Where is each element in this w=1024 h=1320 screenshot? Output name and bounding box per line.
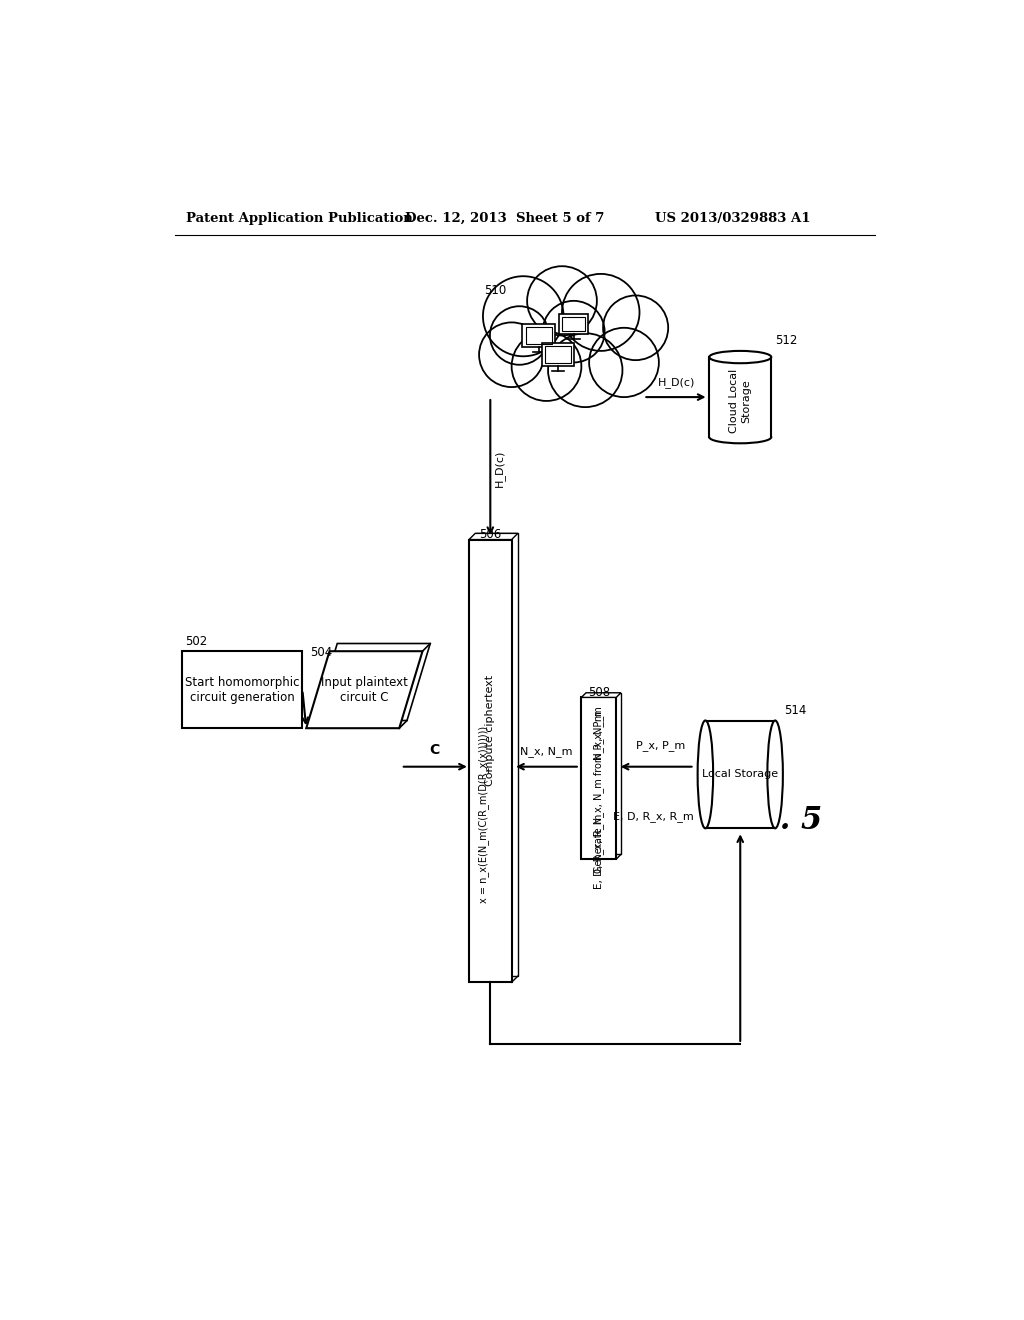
Text: E, D, R_x, R_m: E, D, R_x, R_m bbox=[613, 812, 693, 822]
Text: Start homomorphic
circuit generation: Start homomorphic circuit generation bbox=[185, 676, 300, 704]
Bar bbox=[542, 343, 574, 367]
Text: Dec. 12, 2013  Sheet 5 of 7: Dec. 12, 2013 Sheet 5 of 7 bbox=[406, 213, 605, 224]
Text: Compute ciphertext: Compute ciphertext bbox=[485, 675, 496, 785]
Text: 512: 512 bbox=[775, 334, 798, 347]
Text: C: C bbox=[429, 743, 439, 758]
Bar bbox=[522, 323, 555, 347]
Text: Cloud Local
Storage: Cloud Local Storage bbox=[729, 368, 751, 433]
Ellipse shape bbox=[710, 432, 771, 444]
Polygon shape bbox=[314, 644, 430, 721]
Bar bbox=[582, 697, 616, 859]
Text: 514: 514 bbox=[784, 704, 807, 717]
Bar bbox=[525, 327, 552, 345]
Circle shape bbox=[489, 306, 549, 364]
Ellipse shape bbox=[710, 351, 771, 363]
Bar bbox=[475, 533, 518, 977]
Bar bbox=[545, 346, 571, 363]
Circle shape bbox=[527, 267, 597, 335]
Text: H_D(c): H_D(c) bbox=[495, 450, 505, 487]
Text: P_x, P_m: P_x, P_m bbox=[636, 741, 685, 751]
Ellipse shape bbox=[767, 721, 783, 829]
Circle shape bbox=[512, 331, 582, 401]
Bar bbox=[586, 693, 621, 854]
Text: 502: 502 bbox=[185, 635, 208, 648]
Bar bbox=[469, 540, 512, 982]
Polygon shape bbox=[306, 651, 423, 729]
Text: N_x, N_m: N_x, N_m bbox=[593, 711, 604, 760]
Ellipse shape bbox=[697, 721, 713, 829]
Bar bbox=[710, 358, 771, 437]
Text: Patent Application Publication: Patent Application Publication bbox=[186, 213, 413, 224]
Circle shape bbox=[589, 327, 658, 397]
Text: 508: 508 bbox=[588, 686, 610, 698]
Text: FIG. 5: FIG. 5 bbox=[720, 805, 823, 836]
Circle shape bbox=[479, 322, 544, 387]
Text: N_x, N_m: N_x, N_m bbox=[520, 747, 572, 758]
Polygon shape bbox=[582, 693, 621, 697]
Text: Local Storage: Local Storage bbox=[702, 770, 778, 779]
Text: US 2013/0329883 A1: US 2013/0329883 A1 bbox=[655, 213, 811, 224]
Circle shape bbox=[483, 276, 563, 356]
Bar bbox=[706, 721, 775, 829]
Circle shape bbox=[562, 275, 640, 351]
Circle shape bbox=[603, 296, 669, 360]
Text: 510: 510 bbox=[484, 284, 507, 297]
Text: E, D, R_x, R_m: E, D, R_x, R_m bbox=[593, 813, 604, 890]
Circle shape bbox=[543, 301, 604, 363]
Bar bbox=[559, 314, 589, 334]
Text: 504: 504 bbox=[310, 645, 333, 659]
Bar bbox=[182, 651, 302, 729]
Text: 506: 506 bbox=[479, 528, 502, 541]
Bar bbox=[562, 317, 586, 331]
Text: H_D(c): H_D(c) bbox=[657, 378, 695, 388]
Polygon shape bbox=[469, 533, 518, 540]
Circle shape bbox=[548, 333, 623, 407]
Text: x = n_x(E(N_m(C(R_m(D(R_x(x))))))): x = n_x(E(N_m(C(R_m(D(R_x(x))))))) bbox=[478, 726, 488, 903]
Text: Generate N_x, N_m from P_x, P_m: Generate N_x, N_m from P_x, P_m bbox=[593, 706, 604, 873]
Text: Input plaintext
circuit C: Input plaintext circuit C bbox=[321, 676, 408, 704]
